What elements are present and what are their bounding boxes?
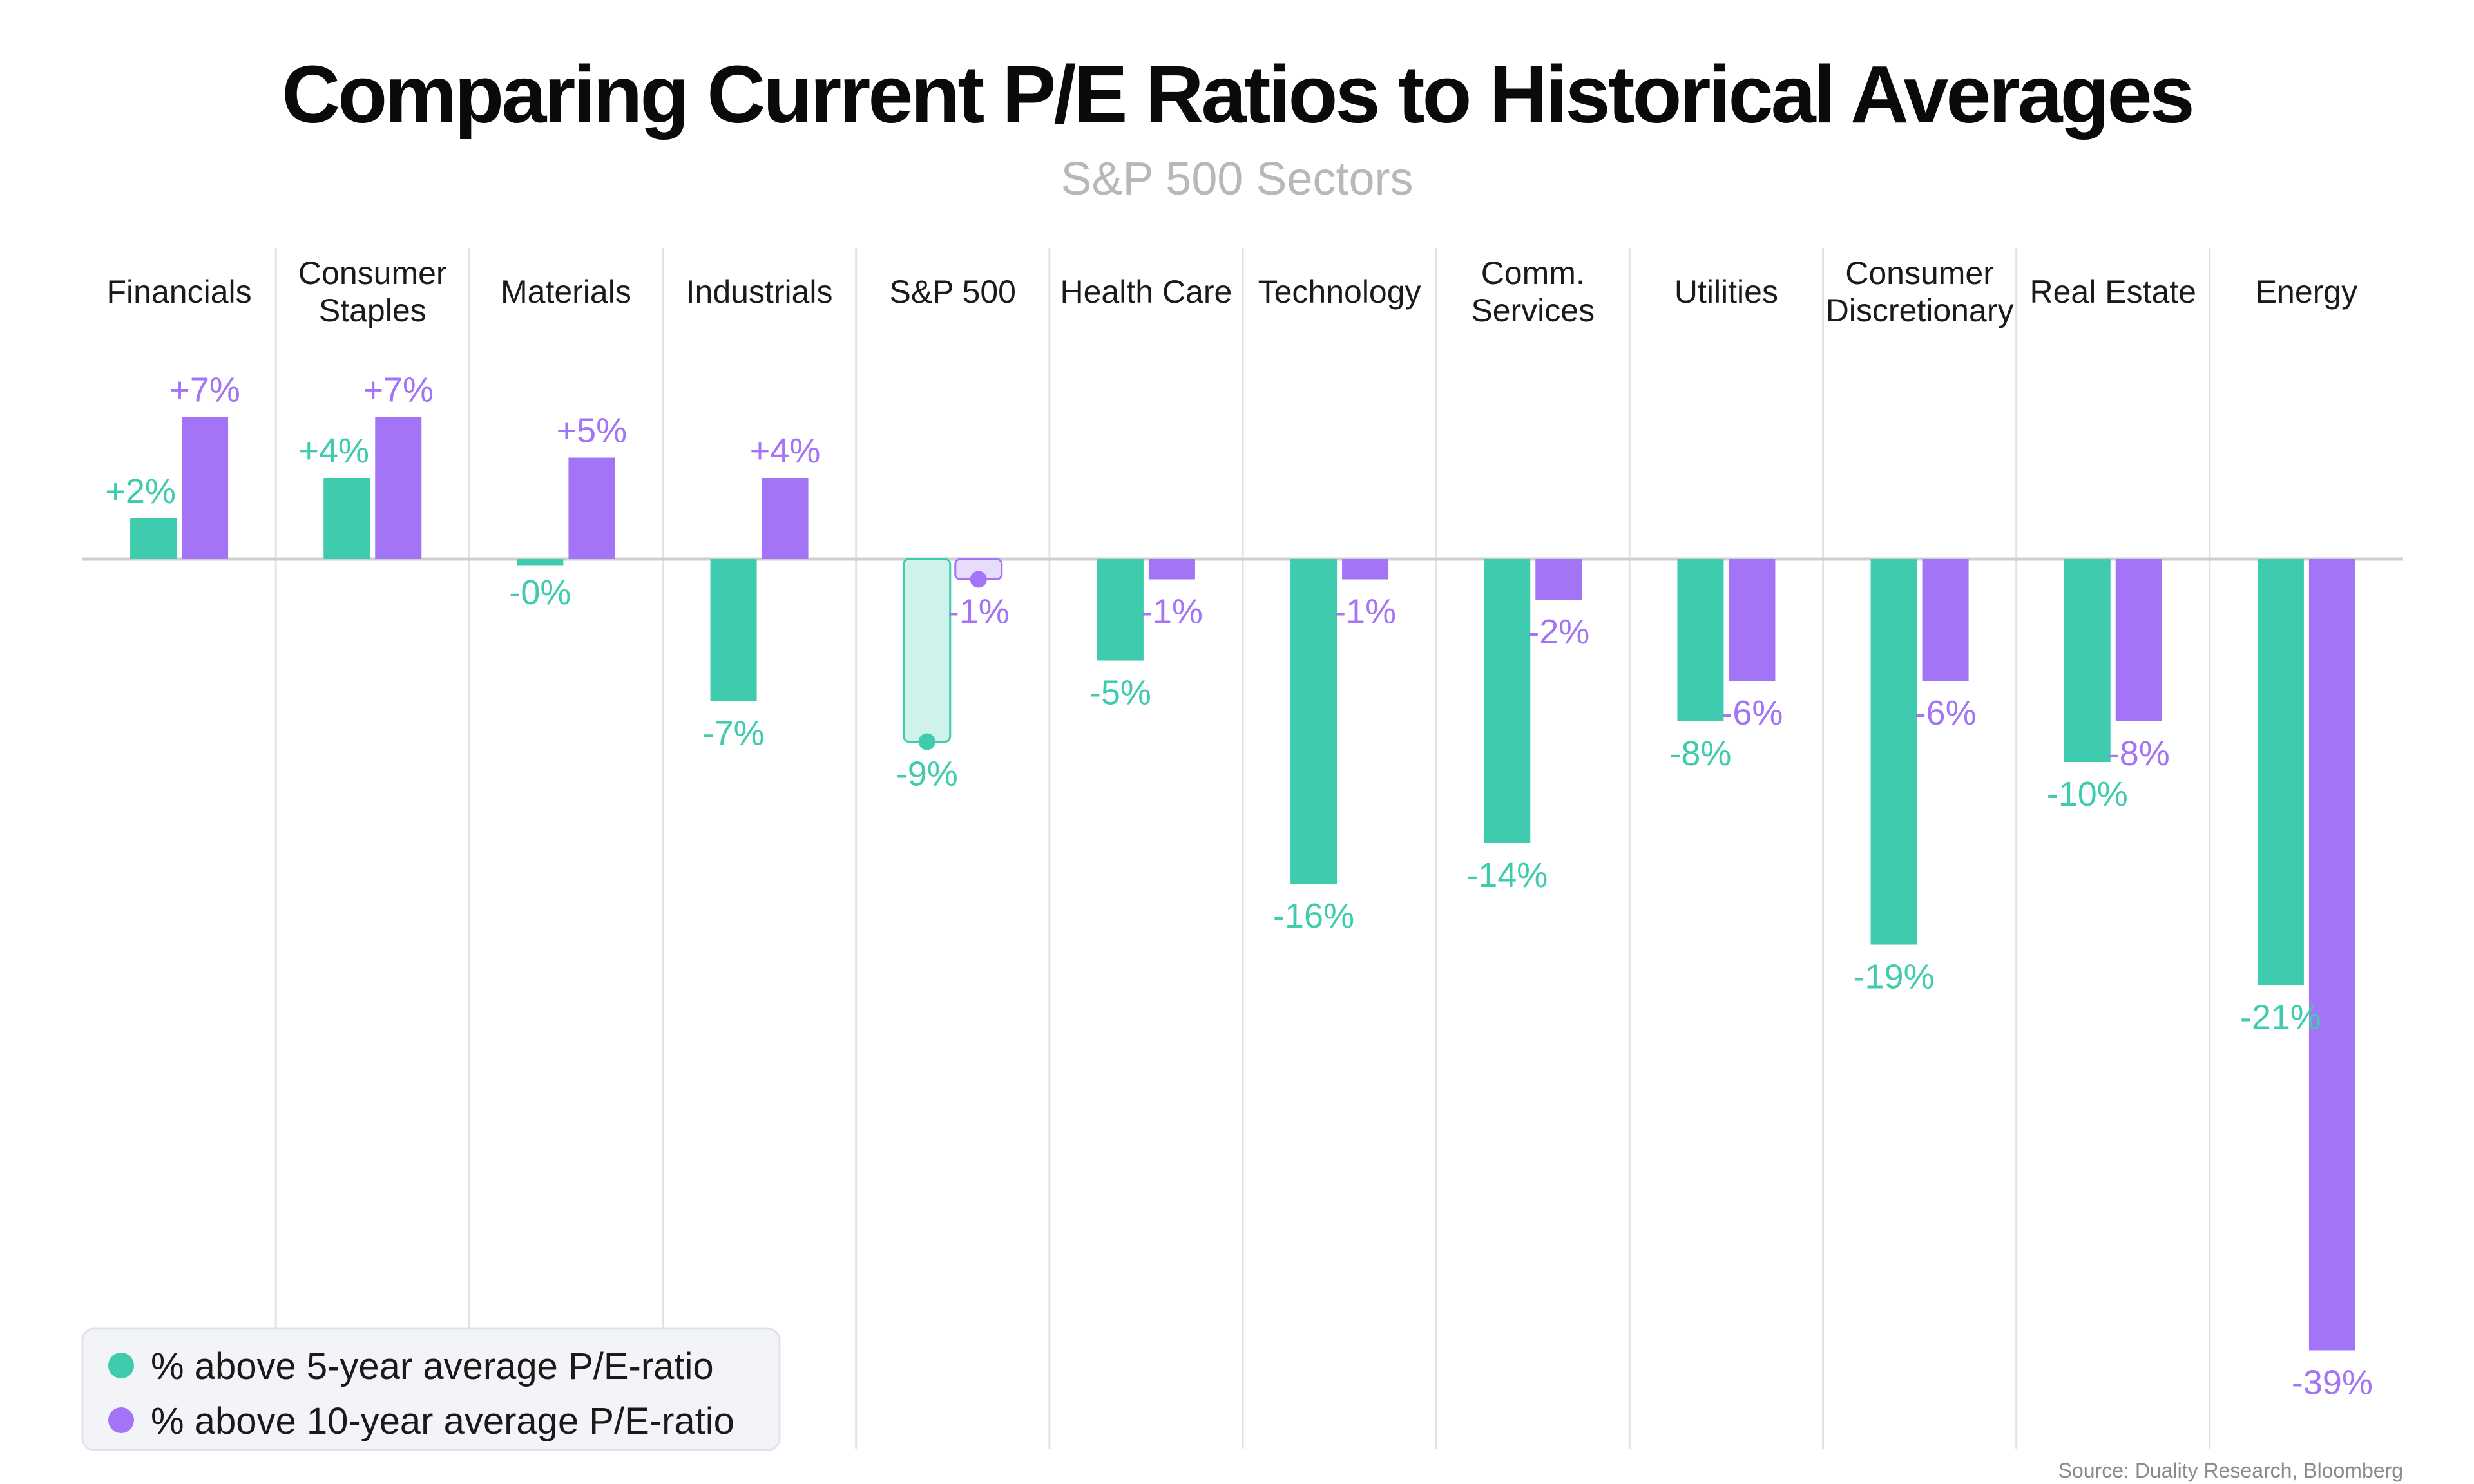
value-label-5y-energy: -21% [2240, 998, 2321, 1037]
bar-5y-consumer-discretionary [1870, 559, 1917, 945]
value-label-10y-materials: +5% [557, 412, 628, 450]
category-label-consumer-staples: Consumer Staples [298, 255, 447, 328]
value-label-5y-technology: -16% [1273, 897, 1354, 935]
value-label-5y-s-p-500: -9% [896, 755, 958, 794]
value-label-5y-consumer-discretionary: -19% [1854, 958, 1935, 996]
legend-box [81, 1327, 781, 1451]
bar-5y-comm-services [1484, 559, 1531, 843]
value-label-5y-materials: -0% [509, 573, 571, 612]
value-label-10y-energy: -39% [2292, 1364, 2373, 1402]
value-label-10y-comm-services: -2% [1528, 613, 1589, 651]
value-label-10y-financials: +7% [169, 371, 240, 410]
bar-5y-financials [130, 518, 177, 559]
bar-5y-utilities [1677, 559, 1724, 721]
bar-10y-utilities [1729, 559, 1776, 681]
bar-end-dot-10y [970, 571, 987, 588]
value-label-5y-financials: +2% [105, 472, 176, 511]
value-label-5y-utilities: -8% [1669, 734, 1731, 773]
value-label-10y-consumer-discretionary: -6% [1915, 694, 1977, 732]
legend-swatch-10y [108, 1407, 134, 1433]
category-label-financials: Financials [107, 274, 252, 310]
category-labels: Financials Consumer Staples Materials Indust… [107, 255, 2358, 328]
bar-5y-industrials [710, 559, 757, 701]
category-label-consumer-discretionary: Consumer Discretionary [1826, 255, 2014, 328]
value-label-5y-comm-services: -14% [1466, 856, 1548, 895]
bar-5y-real-estate [2064, 559, 2111, 762]
category-label-real-estate: Real Estate [2030, 274, 2196, 310]
category-label-energy: Energy [2256, 274, 2357, 310]
value-labels: +2% +7% +4% +7% -0% +5% -7% +4% -9% -1% -5% -1% -16%… [105, 371, 2373, 1402]
bar-10y-health-care [1148, 559, 1195, 580]
value-label-10y-consumer-staples: +7% [363, 371, 434, 410]
source-note: Source: Duality Research, Bloomberg [2058, 1459, 2403, 1482]
grid-lines [82, 248, 2403, 1449]
value-label-5y-industrials: -7% [703, 714, 765, 753]
chart-title: Comparing Current P/E Ratios to Historic… [282, 49, 2192, 140]
value-label-10y-s-p-500: -1% [948, 593, 1010, 631]
category-label-utilities: Utilities [1674, 274, 1778, 310]
legend-label-5y: % above 5-year average P/E-ratio [151, 1346, 714, 1387]
bar-5y-energy [2257, 559, 2304, 985]
category-label-technology: Technology [1258, 274, 1421, 310]
bar-10y-financials [182, 417, 229, 559]
bar-5y-consumer-staples [323, 478, 370, 559]
value-label-10y-technology: -1% [1334, 593, 1396, 631]
bar-10y-comm-services [1535, 559, 1582, 600]
bar-5y-technology [1290, 559, 1338, 884]
value-label-5y-real-estate: -10% [2047, 775, 2128, 813]
category-label-industrials: Industrials [686, 274, 833, 310]
chart-subtitle: S&P 500 Sectors [1061, 153, 1414, 205]
bar-10y-industrials [762, 478, 809, 559]
legend: % above 5-year average P/E-ratio % above… [81, 1327, 781, 1451]
value-label-10y-real-estate: -8% [2108, 734, 2170, 773]
value-label-10y-utilities: -6% [1721, 694, 1783, 732]
bar-10y-technology [1342, 559, 1389, 580]
value-label-10y-health-care: -1% [1141, 593, 1203, 631]
bar-10y-energy [2308, 559, 2355, 1351]
legend-label-10y: % above 10-year average P/E-ratio [151, 1400, 734, 1442]
category-label-s-p-500: S&P 500 [890, 274, 1016, 310]
bar-10y-consumer-discretionary [1922, 559, 1969, 681]
legend-swatch-5y [108, 1353, 134, 1378]
value-label-5y-health-care: -5% [1089, 674, 1151, 712]
bar-5y-materials [517, 559, 564, 566]
value-label-10y-industrials: +4% [750, 432, 821, 470]
value-label-5y-consumer-staples: +4% [298, 432, 369, 470]
bar-10y-materials [568, 457, 615, 559]
category-label-materials: Materials [501, 274, 631, 310]
bar-10y-real-estate [2115, 559, 2162, 721]
bar-end-dot-5y [918, 733, 935, 750]
bars [130, 417, 2355, 1351]
bar-5y-health-care [1097, 559, 1144, 661]
bar-5y-s-p-500 [903, 558, 952, 743]
bar-10y-consumer-staples [375, 417, 422, 559]
category-label-health-care: Health Care [1060, 274, 1232, 310]
category-label-comm-services: Comm. Services [1471, 255, 1595, 328]
